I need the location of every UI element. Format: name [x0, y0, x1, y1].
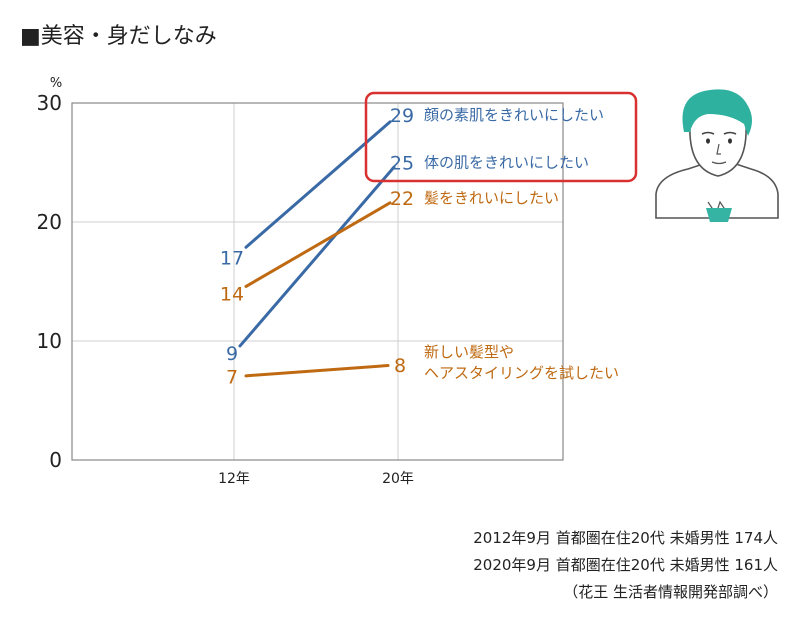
x-tick-label: 12年 [218, 471, 250, 487]
data-label-end: 29 [390, 105, 414, 127]
source-note-2012: 2012年9月 首都圏在住20代 未婚男性 174人 [473, 529, 778, 547]
series-name-label: 顔の素肌をきれいにしたい [424, 106, 604, 124]
person-illustration [655, 89, 779, 222]
data-label-end: 22 [390, 188, 414, 210]
data-label-start: 14 [220, 283, 244, 305]
series-line [244, 364, 390, 378]
series-name-label: 体の肌をきれいにしたい [424, 154, 589, 172]
y-tick-label: 0 [49, 448, 62, 472]
series-name-label: 髪をきれいにしたい [424, 189, 559, 207]
data-label-start: 17 [220, 248, 244, 270]
plot-frame [71, 102, 564, 461]
y-tick-label: 30 [37, 91, 62, 115]
series-name-label: ヘアスタイリングを試したい [424, 364, 619, 382]
source-note-2020: 2020年9月 首都圏在住20代 未婚男性 161人 [473, 556, 778, 574]
axes: 0 10 20 30 12年 20年 [37, 91, 414, 487]
data-label-start: 9 [226, 343, 238, 365]
series-name-label: 新しい髪型や [424, 343, 514, 361]
series-line [244, 201, 392, 288]
y-tick-label: 10 [37, 329, 62, 353]
grid [72, 103, 563, 460]
series-line [238, 165, 396, 348]
y-axis-unit: % [50, 76, 62, 91]
page-title: ■美容・身だしなみ [20, 24, 217, 49]
x-tick-label: 20年 [382, 471, 414, 487]
data-label-start: 7 [226, 367, 238, 389]
source-note-credit: （花王 生活者情報開発部調べ） [563, 583, 778, 601]
data-label-end: 8 [394, 355, 406, 377]
data-label-end: 25 [390, 153, 414, 175]
series-line [244, 120, 392, 249]
highlight-box [364, 91, 638, 183]
y-tick-label: 20 [37, 210, 62, 234]
series: 17 29 顔の素肌をきれいにしたい 9 25 体の肌をきれいにしたい 14 22 髪をきれいに… [220, 105, 619, 389]
